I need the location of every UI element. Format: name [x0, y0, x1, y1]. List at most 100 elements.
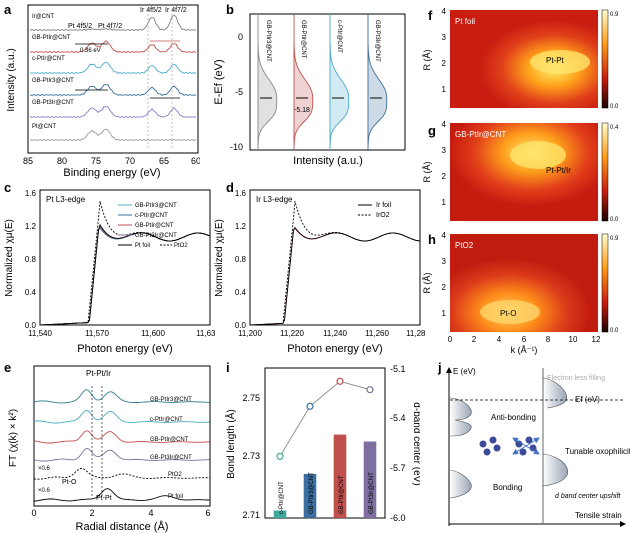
- x-axis-label: Photon energy (eV): [77, 343, 172, 355]
- bar-group: [273, 434, 377, 518]
- colorbar-min: 0.0: [610, 217, 619, 223]
- dband-label: d band center upshift: [555, 493, 621, 500]
- panel-e-exafs: Pt-Pt/Ir GB-PtIr3@CNT c-PtIr@CNT GB-PtIr…: [8, 365, 211, 533]
- y-axis-label: R (Å): [422, 162, 432, 183]
- series-label: PtO2: [168, 472, 182, 478]
- series-label: Pt foil: [168, 494, 183, 500]
- series-label: GB-PtIr3@CNT: [265, 20, 271, 62]
- dos-curve: [293, 14, 314, 150]
- tick-label: -10: [230, 142, 243, 152]
- svg-text:2: 2: [442, 283, 447, 292]
- colorbar-max: 0.4: [610, 125, 619, 131]
- series-label: GB-PtIr3@CNT: [32, 78, 74, 84]
- tick-label: 2: [89, 508, 94, 518]
- svg-text:8: 8: [546, 335, 551, 344]
- panels-fgh-wavelet-maps: Pt foil Pt-Pt 0.9 0.0 GB-PtIr@CNT Pt-Pt/…: [422, 7, 619, 355]
- category-label: GB-PtIr3@CNT: [309, 472, 315, 514]
- y-tick-label: 2.71: [242, 510, 260, 520]
- svg-text:1: 1: [442, 85, 447, 94]
- series-label: GB-PtIr@CNT: [300, 20, 306, 59]
- svg-text:2: 2: [442, 59, 447, 68]
- tick-label: 0.0: [235, 321, 247, 330]
- panel-letter-e: e: [4, 360, 12, 375]
- ft-curve: [33, 389, 210, 404]
- panel-letter-h: h: [428, 232, 436, 247]
- legend-entry: PtO2: [174, 243, 188, 249]
- plot-frame: [27, 4, 199, 154]
- tick-label: 1.6: [25, 189, 37, 198]
- y-axis-label: Normalized χμ(E): [4, 219, 15, 297]
- xanes-curves: [249, 201, 420, 326]
- svg-text:4: 4: [442, 231, 447, 240]
- svg-text:2: 2: [472, 335, 477, 344]
- tick-label: 1.2: [25, 222, 37, 231]
- series-label: c-PtIr@CNT: [32, 56, 65, 62]
- tick-label: 1.2: [235, 222, 247, 231]
- tick-label: 11,240: [323, 329, 347, 338]
- colorbar-min: 0.0: [610, 104, 619, 110]
- svg-text:4: 4: [442, 7, 447, 16]
- edge-title: Ir L3-edge: [256, 195, 293, 204]
- svg-text:1: 1: [442, 309, 447, 318]
- panel-a-xps: Ir@CNT GB-PtIr@CNT c-PtIr@CNT GB-PtIr3@C…: [6, 4, 200, 179]
- legend-entry: Pt foil: [135, 243, 150, 249]
- strain-arrows: [512, 437, 540, 455]
- xps-curve: [29, 106, 197, 119]
- tick-label: 60: [191, 156, 200, 166]
- x-axis-label: Photon energy (eV): [287, 343, 382, 355]
- series-label: GB-PtIr@CNT: [150, 437, 189, 443]
- bonding-band-2: [542, 453, 569, 487]
- tick-label: 70: [125, 156, 135, 166]
- colorbar-max: 0.9: [610, 236, 619, 242]
- shift-label: 0.36 eV: [80, 48, 101, 54]
- map-y-ticks: 4 3 2 1 4 3 2 1 4 3 2 1: [442, 7, 447, 318]
- xps-curves: [29, 14, 197, 142]
- plot-frame: [249, 13, 406, 151]
- y-axis-label: Intensity (a.u.): [6, 48, 17, 111]
- svg-text:2: 2: [442, 172, 447, 181]
- x-axis-label: Intensity (a.u.): [293, 155, 363, 167]
- map-x-ticks: 0 2 4 6 8 10 12: [448, 335, 601, 344]
- svg-text:4: 4: [497, 335, 502, 344]
- panel-b-dos: GB-PtIr3@CNT GB-PtIr@CNT c-PtIr@CNT GB-P…: [213, 13, 406, 167]
- legend-entry: GB-PtIr3@CNT: [135, 203, 177, 209]
- map-h: PtO2 Pt-O 0.9 0.0: [450, 233, 619, 334]
- tick-label: 75: [91, 156, 101, 166]
- tick-label: 11,570: [85, 329, 109, 338]
- x-ticks: 85 80 75 70 65 60: [23, 156, 200, 166]
- map-f: Pt foil Pt-Pt 0.9 0.0: [450, 9, 619, 110]
- map-title: PtO2: [455, 241, 474, 250]
- legend-entry: Ir foil: [376, 202, 392, 209]
- svg-text:3: 3: [442, 146, 447, 155]
- y-axis-label: E (eV): [453, 367, 476, 376]
- series-label: GB-PtIr@CNT: [32, 35, 71, 41]
- tick-label: 11,200: [238, 329, 262, 338]
- tick-label: 1.6: [235, 189, 247, 198]
- y2-axis-label: d-band center (eV): [411, 402, 420, 485]
- y-axis-label: R (Å): [422, 50, 432, 71]
- svg-text:10: 10: [569, 335, 578, 344]
- dband-point: [336, 377, 344, 385]
- xanes-curve: [39, 223, 210, 326]
- tick-label: 11,280: [406, 329, 425, 338]
- x-axis-label: k (Å⁻¹): [511, 345, 538, 355]
- y2-tick-label: -5.4: [390, 413, 406, 423]
- series-label: GB-Pt3Ir@CNT: [32, 100, 74, 106]
- legend: GB-PtIr3@CNT c-PtIr@CNT GB-PtIr@CNT GB-P…: [118, 203, 188, 249]
- dos-curve: [367, 14, 388, 150]
- bonding-band: [449, 469, 472, 499]
- tick-label: 80: [57, 156, 67, 166]
- ft-curve: [33, 430, 210, 444]
- tick-label: 4: [148, 508, 153, 518]
- category-labels: c-PtIr@CNT GB-PtIr3@CNT GB-PtIr@CNT GB-Pt3I…: [279, 472, 375, 514]
- panel-letter-i: i: [226, 360, 230, 375]
- svg-text:12: 12: [592, 335, 601, 344]
- bar: [363, 441, 377, 518]
- panel-letter-j: j: [438, 360, 442, 375]
- xanes-curve: [249, 226, 420, 326]
- series-label: c-PtIr@CNT: [150, 417, 183, 423]
- y-axis-label: E-Ef (eV): [213, 59, 225, 104]
- tick-label: 0: [238, 32, 243, 42]
- xanes-curve: [39, 201, 210, 326]
- svg-text:3: 3: [442, 257, 447, 266]
